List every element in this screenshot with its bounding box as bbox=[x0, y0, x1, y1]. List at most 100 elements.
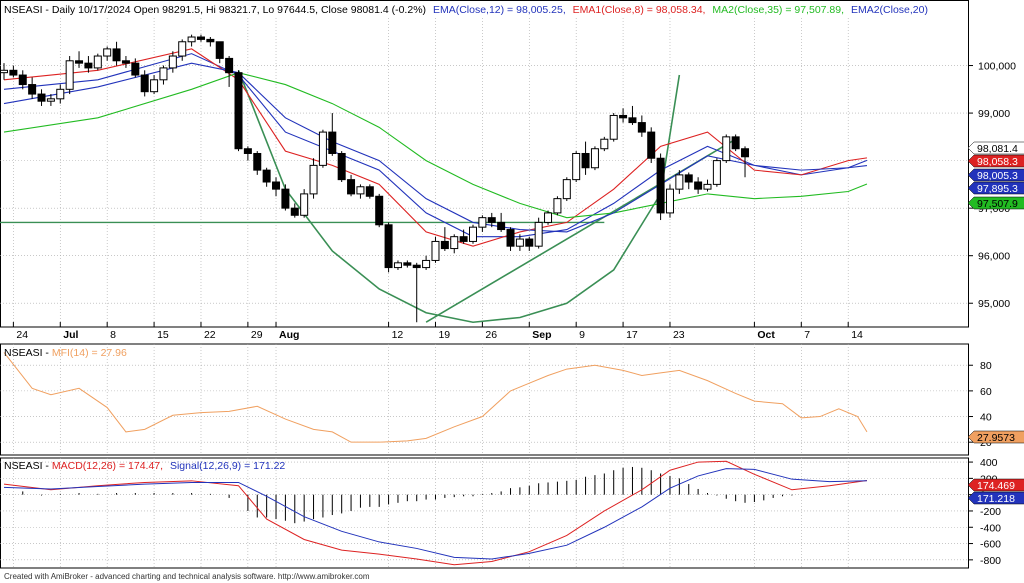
candle-body bbox=[665, 188, 674, 214]
macd-tick-label: -600 bbox=[980, 539, 1001, 551]
candle-body bbox=[619, 114, 628, 119]
candle-body bbox=[243, 148, 252, 154]
candle-body bbox=[675, 174, 684, 190]
price-header-symbol: NSEASI - Daily 10/17/2024 Open 98291.5, … bbox=[4, 4, 426, 16]
candle-body bbox=[722, 136, 731, 162]
candle-body bbox=[196, 36, 205, 40]
macd-tick-label: -800 bbox=[980, 555, 1001, 567]
candle-body bbox=[56, 88, 65, 100]
candle-body bbox=[572, 152, 581, 181]
candle-body bbox=[150, 79, 159, 93]
candle-body bbox=[337, 152, 346, 181]
candle-body bbox=[515, 238, 524, 247]
candle-body bbox=[562, 179, 571, 200]
value-label-text: 98,058.3 bbox=[977, 156, 1018, 168]
candle-body bbox=[84, 62, 93, 69]
candle-body bbox=[159, 67, 168, 81]
candle-body bbox=[647, 131, 656, 159]
mfi-line bbox=[3, 352, 868, 443]
mfi-header-name: NSEASI - bbox=[4, 347, 52, 359]
signal-line bbox=[3, 468, 867, 560]
candle-body bbox=[628, 117, 637, 124]
moving-average-line bbox=[3, 72, 868, 219]
footer-credit: Created with AmiBroker - advanced charti… bbox=[4, 572, 370, 581]
date-x-axis: 24 Jul 8 15 22 29 Aug 12 19 26 Sep 9 17 23 Oct 7 14 bbox=[12, 322, 863, 341]
candle-body bbox=[544, 212, 553, 223]
date-tick-label: 29 bbox=[251, 329, 263, 341]
candle-body bbox=[328, 131, 337, 154]
candle-body bbox=[300, 193, 309, 216]
candle-body bbox=[168, 55, 177, 69]
candle-body bbox=[0, 69, 8, 74]
date-tick-label: Sep bbox=[532, 329, 551, 341]
value-label-box bbox=[967, 154, 1024, 168]
candle-body bbox=[262, 169, 271, 183]
candle-body bbox=[234, 72, 243, 150]
date-tick-label: 26 bbox=[485, 329, 497, 341]
date-tick-label: 7 bbox=[804, 329, 810, 341]
macd-header-signal: Signal(12,26,9) = 171.22 bbox=[170, 460, 285, 472]
candle-body bbox=[656, 157, 665, 214]
price-header-ema8: EMA1(Close,8) = 98,058.34, bbox=[573, 4, 706, 16]
value-label-box bbox=[967, 491, 1024, 505]
value-label-text: 98,005.3 bbox=[977, 170, 1018, 182]
value-label-text: 97,507.9 bbox=[977, 198, 1018, 210]
date-tick-label: 9 bbox=[579, 329, 585, 341]
price-candles bbox=[0, 34, 750, 323]
mfi-header: NSEASI - MFI(14) = 27.96 bbox=[4, 347, 127, 359]
candle-body bbox=[534, 221, 543, 247]
candle-body bbox=[112, 48, 121, 62]
date-tick-label: 17 bbox=[626, 329, 638, 341]
candle-body bbox=[741, 148, 750, 158]
candle-body bbox=[403, 262, 412, 266]
candle-body bbox=[412, 264, 421, 269]
candle-body bbox=[309, 164, 318, 195]
candle-body bbox=[497, 221, 506, 231]
macd-header-name: NSEASI - bbox=[4, 460, 52, 472]
candle-body bbox=[347, 179, 356, 195]
panel-frame bbox=[0, 0, 969, 328]
date-tick-label: Jul bbox=[63, 329, 78, 341]
candle-body bbox=[272, 181, 281, 190]
price-tick-label: 99,000 bbox=[978, 108, 1010, 120]
date-tick-label: 22 bbox=[204, 329, 216, 341]
candle-body bbox=[65, 60, 74, 90]
candle-body bbox=[281, 188, 290, 209]
candle-body bbox=[553, 198, 562, 214]
candle-body bbox=[581, 152, 590, 169]
candle-body bbox=[121, 60, 130, 64]
macd-lines bbox=[3, 460, 868, 566]
value-labels: 98,081.498,058.3 98,005.397,895.3 97,507.9… bbox=[967, 141, 1024, 505]
candle-body bbox=[318, 131, 327, 166]
price-header-ema20: EMA2(Close,20) bbox=[851, 4, 928, 16]
price-tick-label: 96,000 bbox=[978, 251, 1010, 263]
candle-body bbox=[525, 238, 534, 247]
date-tick-label: 24 bbox=[16, 329, 28, 341]
candle-body bbox=[215, 41, 224, 59]
candle-body bbox=[103, 48, 112, 57]
candle-body bbox=[253, 152, 262, 171]
value-label-text: 171.218 bbox=[977, 493, 1015, 505]
candle-body bbox=[140, 74, 149, 93]
panel-frame bbox=[0, 457, 969, 569]
macd-histogram bbox=[22, 466, 793, 524]
candle-body bbox=[422, 259, 431, 269]
candle-body bbox=[469, 226, 477, 242]
candle-body bbox=[356, 186, 365, 195]
candle-body bbox=[731, 136, 740, 150]
value-label-box bbox=[967, 141, 1024, 155]
price-tick-label: 95,000 bbox=[978, 298, 1010, 310]
candle-body bbox=[225, 57, 234, 74]
candle-body bbox=[93, 55, 102, 69]
mfi-tick-label: 40 bbox=[980, 412, 992, 424]
candle-body bbox=[506, 229, 515, 247]
value-label-box bbox=[967, 181, 1024, 195]
date-tick-label: Aug bbox=[279, 329, 299, 341]
value-label-text: 98,081.4 bbox=[977, 143, 1018, 155]
date-tick-label: 19 bbox=[438, 329, 450, 341]
candle-body bbox=[600, 138, 609, 150]
date-tick-label: 15 bbox=[157, 329, 169, 341]
date-tick-label: 14 bbox=[851, 329, 863, 341]
macd-tick-label: -200 bbox=[980, 506, 1001, 518]
